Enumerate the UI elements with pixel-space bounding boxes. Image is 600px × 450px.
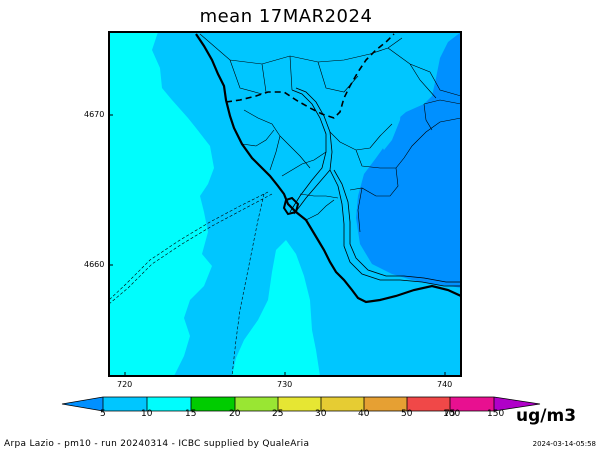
colorbar-lower-arrow [62, 397, 103, 411]
colorbar-seg-15-20 [191, 397, 235, 411]
colorbar-label: 30 [315, 409, 327, 419]
field-band-lt5-east [356, 32, 461, 288]
colorbar-seg-50-75 [407, 397, 450, 411]
x-tick-label: 730 [277, 380, 293, 389]
colorbar-label: 5 [100, 409, 106, 419]
x-tick-label: 740 [437, 380, 453, 389]
field-band-10-15-west [109, 32, 214, 376]
colorbar-label: 10 [141, 409, 153, 419]
province-boundary [225, 33, 395, 119]
colorbar-seg-5-10 [103, 397, 147, 411]
colorbar-seg-10-15 [147, 397, 191, 411]
colorbar-label: 25 [272, 409, 284, 419]
route-line-west-a [109, 191, 269, 301]
x-tick-label: 720 [117, 380, 133, 389]
river-main-b [293, 87, 333, 215]
colorbar-seg-25-30 [278, 397, 321, 411]
colorbar-label: 15 [185, 409, 197, 419]
route-line-west-b [109, 193, 273, 305]
colorbar-unit: ug/m3 [516, 406, 577, 426]
colorbar-seg-20-25 [235, 397, 278, 411]
colorbar-seg-40-50 [364, 397, 407, 411]
footer-timestamp: 2024-03-14-05:58 [532, 440, 596, 448]
colorbar-seg-30-40 [321, 397, 364, 411]
municipal-lines [199, 33, 461, 233]
colorbar-label: 20 [229, 409, 241, 419]
rome-urban-outline [282, 196, 300, 216]
axis-ticks [109, 114, 446, 376]
y-tick-label: 4670 [84, 110, 105, 119]
colorbar-label: 40 [358, 409, 370, 419]
river-branch-a [329, 169, 461, 287]
colorbar-label: 150 [487, 409, 505, 419]
colorbar-upper-arrow [494, 397, 540, 411]
field-band-5-10-east-wedge [378, 96, 402, 150]
y-tick-label: 4660 [84, 260, 105, 269]
route-line-south [231, 193, 265, 376]
river-branch-b [333, 169, 461, 283]
colorbar-seg-75-100 [450, 397, 494, 411]
footer-credit: Arpa Lazio - pm10 - run 20240314 - ICBC … [4, 439, 310, 449]
colorbar-label: 75 [444, 409, 456, 419]
colorbar-label: 100 [443, 409, 461, 419]
river-main-a [289, 89, 327, 213]
colorbar [61, 396, 541, 412]
map-title: mean 17MAR2024 [199, 6, 373, 27]
colorbar-label: 50 [401, 409, 413, 419]
geography-lines [109, 33, 461, 376]
field-band-10-15-south [232, 240, 320, 376]
